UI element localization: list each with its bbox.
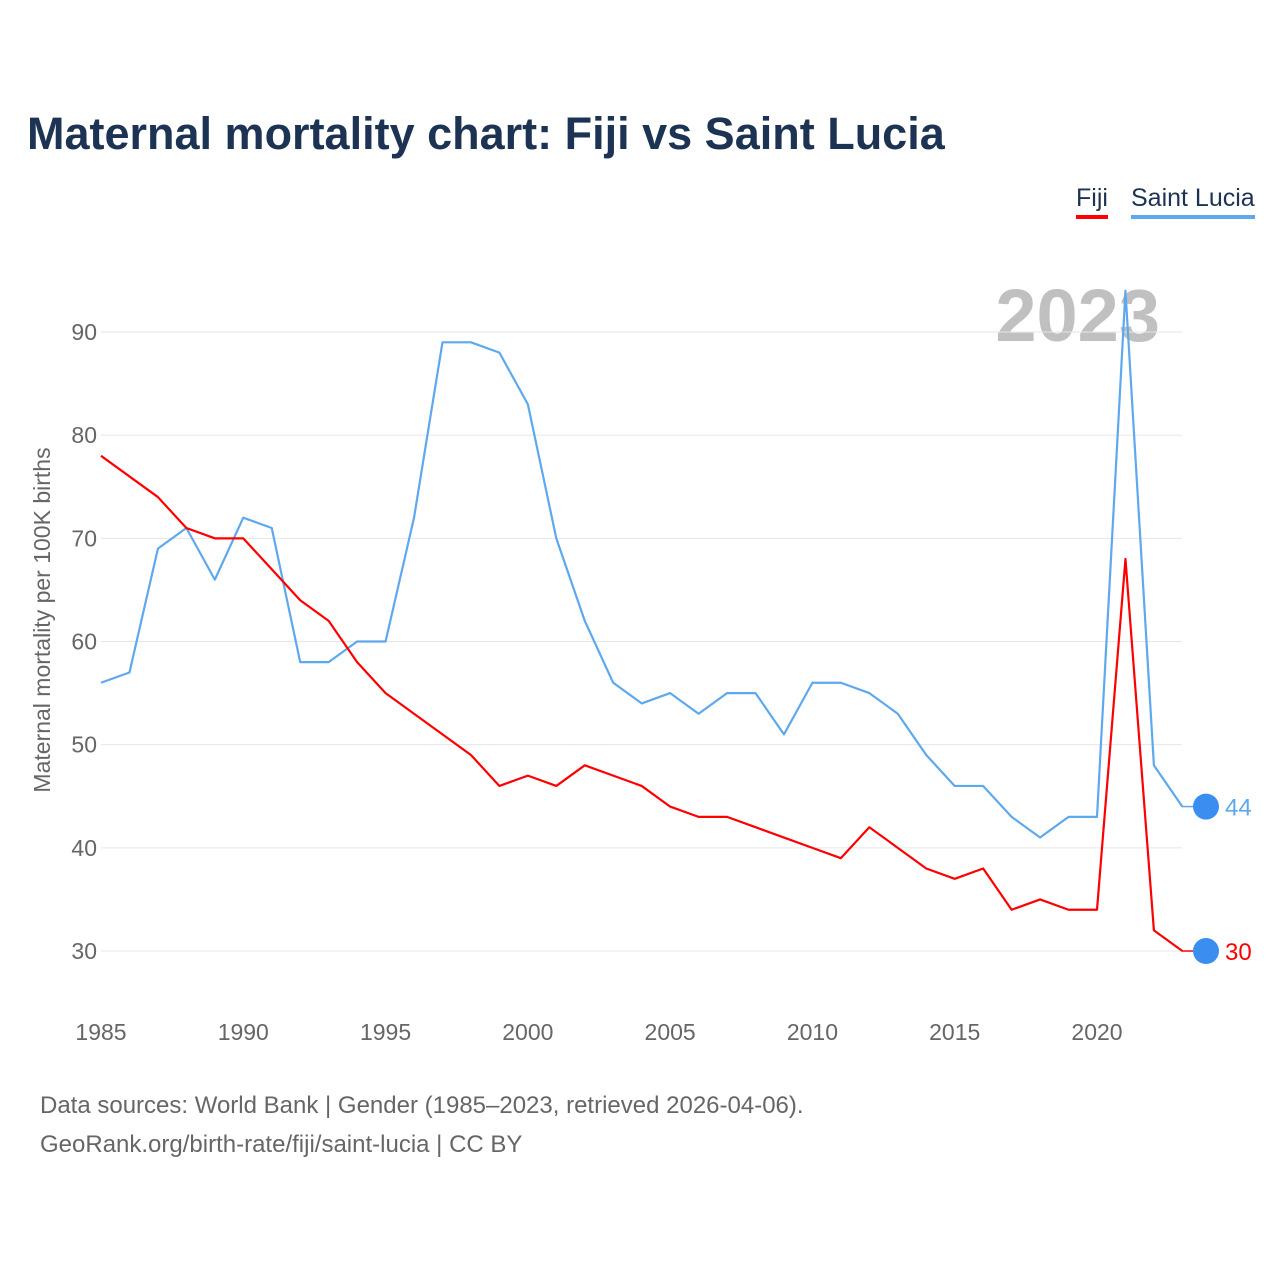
x-tick-label: 1995 (360, 1019, 411, 1045)
flag-marker-fiji (1193, 938, 1219, 965)
footer: Data sources: World Bank | Gender (1985–… (40, 1086, 804, 1164)
y-tick-label: 70 (71, 525, 97, 551)
x-tick-label: 2020 (1071, 1019, 1122, 1045)
y-tick-label: 40 (71, 835, 97, 861)
y-tick-label: 50 (71, 732, 97, 758)
year-watermark: 2023 (995, 274, 1160, 357)
source-link[interactable]: GeoRank.org/birth-rate/fiji/saint-lucia … (40, 1131, 523, 1158)
end-value-label-fiji: 30 (1225, 939, 1252, 966)
y-tick-label: 60 (71, 629, 97, 655)
x-tick-label: 2000 (502, 1019, 553, 1045)
y-tick-label: 80 (71, 422, 97, 448)
y-tick-label: 30 (71, 938, 97, 964)
y-tick-label: 90 (71, 319, 97, 345)
x-tick-label: 2010 (787, 1019, 838, 1045)
y-axis-label: Maternal mortality per 100K births (29, 447, 55, 792)
x-tick-label: 1985 (75, 1019, 126, 1045)
legend-item-saint-lucia[interactable]: Saint Lucia (1131, 184, 1255, 219)
legend-item-fiji[interactable]: Fiji (1076, 184, 1108, 219)
series-line-fiji (100, 454, 1184, 952)
x-tick-label: 2005 (645, 1019, 696, 1045)
source-note: Data sources: World Bank | Gender (1985–… (40, 1092, 804, 1119)
chart-title: Maternal mortality chart: Fiji vs Saint … (27, 108, 945, 159)
x-tick-label: 1990 (218, 1019, 269, 1045)
flag-marker-saint-lucia (1193, 793, 1219, 820)
end-value-label-saint-lucia: 44 (1225, 795, 1252, 822)
x-tick-label: 2015 (929, 1019, 980, 1045)
series-line-saint-lucia (100, 289, 1184, 839)
